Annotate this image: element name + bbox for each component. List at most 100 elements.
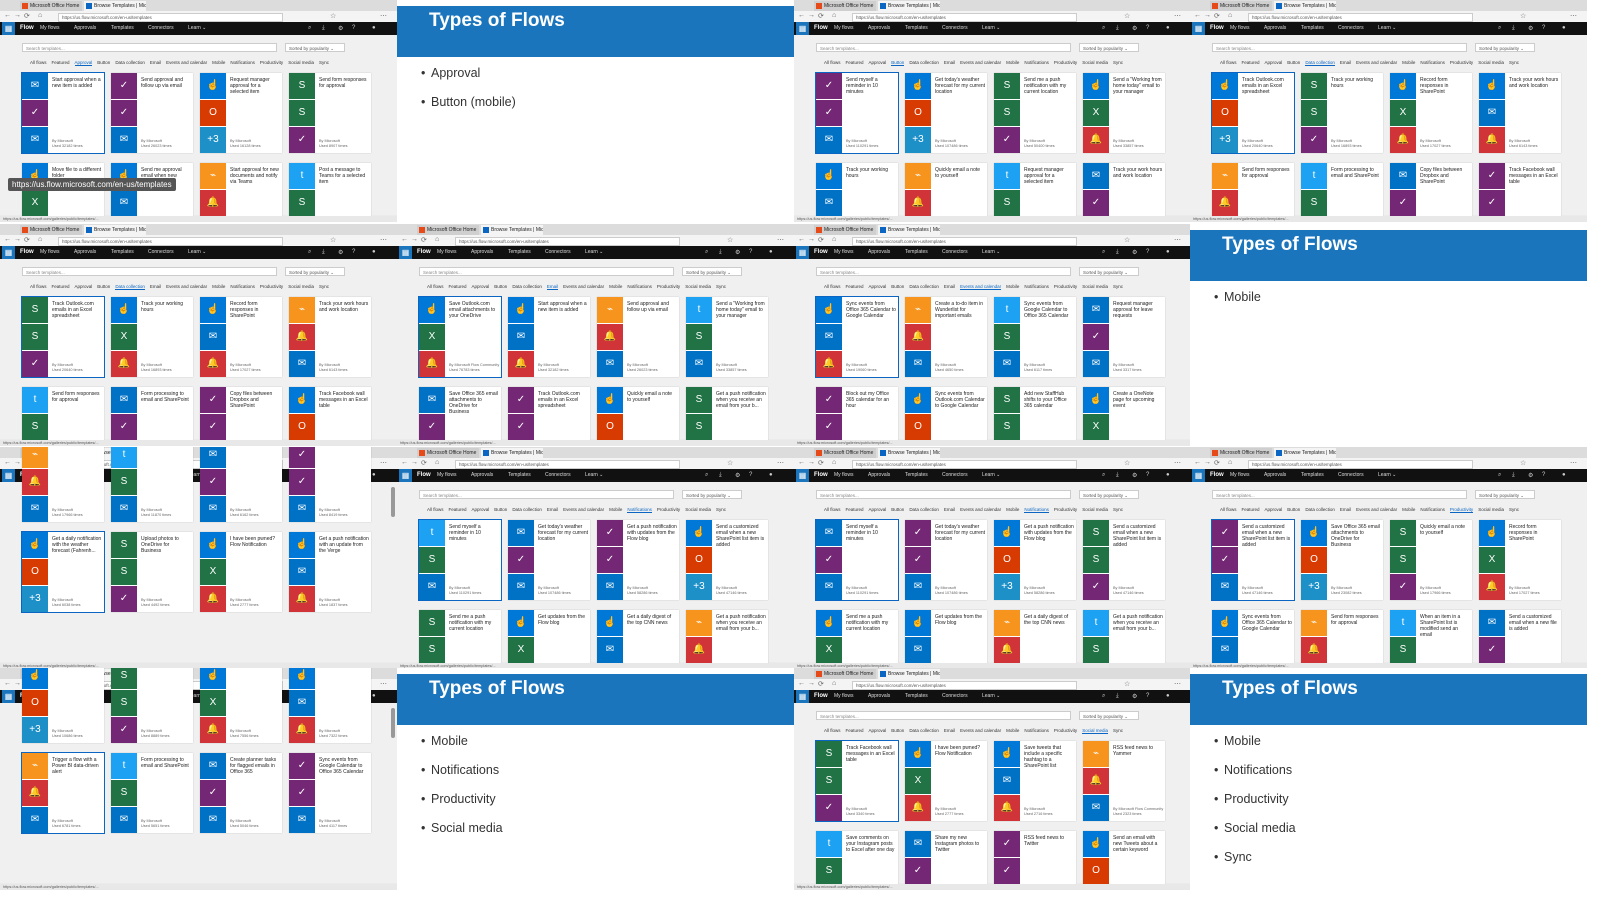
category-tab[interactable]: Approval bbox=[471, 507, 490, 512]
category-tab[interactable]: Social media bbox=[288, 60, 314, 65]
template-card[interactable]: ⌁ 🔔 ✉ Create a to-do item in Wunderlist for… bbox=[905, 297, 987, 377]
category-tab[interactable]: Notifications bbox=[230, 60, 255, 65]
template-card[interactable]: tS✉Get a push notification when you rece… bbox=[1083, 610, 1165, 669]
category-tab[interactable]: All flows bbox=[824, 60, 841, 65]
template-card[interactable]: ✉✓✉Save Office 365 email attachments to … bbox=[419, 387, 501, 446]
refresh-icon[interactable]: ⟳ bbox=[818, 13, 824, 20]
category-tab[interactable]: Social media bbox=[1082, 284, 1108, 289]
tab-browse-templates[interactable]: Browse Templates | Mic bbox=[1274, 448, 1336, 458]
template-search-input[interactable]: Search templates... bbox=[22, 267, 277, 276]
menu-icon[interactable]: ⋯ bbox=[380, 460, 387, 467]
favorites-icon[interactable]: ☆ bbox=[330, 237, 337, 244]
menu-icon[interactable]: ⋯ bbox=[380, 13, 387, 20]
category-tab[interactable]: Productivity bbox=[1053, 728, 1078, 733]
category-tab[interactable]: Data collection bbox=[909, 507, 939, 512]
template-card[interactable]: ☝ ✉ 🔔 By Microsoft Used 7322 times bbox=[289, 668, 371, 743]
template-card[interactable]: SS✓Add new StaffHub shifts to your Offic… bbox=[994, 387, 1076, 446]
download-icon[interactable]: ⤓ bbox=[1512, 472, 1515, 478]
back-icon[interactable]: ← bbox=[4, 12, 11, 19]
home-icon[interactable]: ⌂ bbox=[435, 236, 440, 243]
back-icon[interactable]: ← bbox=[4, 236, 11, 243]
template-card[interactable]: ⌁ 🔔 ✉ Send approval and follow up via email… bbox=[597, 297, 679, 377]
nav-approvals[interactable]: Approvals bbox=[868, 472, 891, 478]
category-tab[interactable]: Email bbox=[149, 284, 162, 289]
category-tab[interactable]: Events and calendar bbox=[563, 507, 605, 512]
category-tab[interactable]: Notifications bbox=[230, 284, 255, 289]
category-tab[interactable]: Mobile bbox=[212, 60, 226, 65]
template-search-input[interactable]: Search templates... bbox=[816, 43, 1071, 52]
app-launcher-icon[interactable]: ▦ bbox=[2, 246, 15, 259]
menu-icon[interactable]: ⋯ bbox=[380, 237, 387, 244]
template-card[interactable]: ☝ ✉ 🔔 Start approval when a new item is add… bbox=[508, 297, 590, 377]
help-icon[interactable]: ? bbox=[1146, 25, 1150, 31]
category-tab[interactable]: Button bbox=[97, 284, 111, 289]
tab-office-home[interactable]: Microsoft Office Home bbox=[20, 1, 82, 11]
template-search-input[interactable]: Search templates... bbox=[1212, 490, 1467, 499]
template-card[interactable]: ☝ O +3 Get a push notification with updates… bbox=[994, 520, 1076, 600]
template-card[interactable]: ✓✓✉Copy files between Dropbox and ShareP… bbox=[200, 387, 282, 446]
tab-browse-templates[interactable]: Browse Templates | Mic bbox=[481, 448, 543, 458]
nav-approvals[interactable]: Approvals bbox=[1264, 25, 1287, 31]
brand-flow[interactable]: Flow bbox=[1210, 472, 1224, 478]
app-launcher-icon[interactable]: ▦ bbox=[796, 690, 809, 703]
template-card[interactable]: ☝ X 🔔 I have been pwned? Flow Notification B… bbox=[905, 741, 987, 821]
template-card[interactable]: ⌁🔔✉ Quickly email a note to yourself bbox=[905, 163, 987, 222]
category-tab[interactable]: Sync bbox=[715, 507, 726, 512]
category-tab[interactable]: Data collection bbox=[115, 284, 145, 290]
sort-dropdown[interactable]: Sorted by popularity ⌄ bbox=[682, 490, 742, 499]
category-tab[interactable]: Sync bbox=[318, 284, 329, 289]
category-tab[interactable]: Mobile bbox=[609, 507, 623, 512]
category-tab[interactable]: Email bbox=[1339, 507, 1352, 512]
menu-icon[interactable]: ⋯ bbox=[1570, 13, 1577, 20]
sort-dropdown[interactable]: Sorted by popularity ⌄ bbox=[1079, 267, 1139, 276]
category-tab[interactable]: Sync bbox=[1112, 728, 1123, 733]
settings-icon[interactable]: ⚙ bbox=[338, 250, 344, 256]
help-icon[interactable]: ? bbox=[352, 25, 356, 31]
url-field[interactable]: https://us.flow.microsoft.com/en-us/temp… bbox=[455, 460, 680, 469]
template-card[interactable]: ☝ X 🔔 Save Outlook.com email attachments to… bbox=[418, 296, 502, 378]
category-tab[interactable]: Data collection bbox=[1305, 60, 1335, 66]
template-card[interactable]: ✉ ✓ ✉ Start approval when a new item is add… bbox=[21, 72, 105, 154]
category-tab[interactable]: Mobile bbox=[609, 284, 623, 289]
template-card[interactable]: t S ✉ Send a "Working from home today" emai… bbox=[686, 297, 768, 377]
category-tab[interactable]: Productivity bbox=[656, 507, 681, 512]
url-field[interactable]: https://us.flow.microsoft.com/en-us/temp… bbox=[455, 237, 680, 246]
category-tab[interactable]: Sync bbox=[318, 60, 329, 65]
template-card[interactable]: ✉ ✓ ✉ Send myself a reminder in 10 minutes B… bbox=[815, 519, 899, 601]
category-tab[interactable]: Featured bbox=[845, 507, 864, 512]
template-card[interactable]: ✉ ✓ ✉ By Microsoft Used 6162 times bbox=[200, 447, 282, 522]
favorites-icon[interactable]: ☆ bbox=[1124, 460, 1131, 467]
category-tab[interactable]: Events and calendar bbox=[166, 60, 208, 65]
sort-dropdown[interactable]: Sorted by popularity ⌄ bbox=[1079, 490, 1139, 499]
tab-browse-templates[interactable]: Browse Templates | Mic bbox=[1274, 1, 1336, 11]
category-tab[interactable]: Social media bbox=[1082, 728, 1108, 734]
template-card[interactable]: ✓ ✓ ✉ By Microsoft Used 8419 times bbox=[289, 447, 371, 522]
home-icon[interactable]: ⌂ bbox=[832, 12, 837, 19]
menu-icon[interactable]: ⋯ bbox=[777, 237, 784, 244]
nav-my-flows[interactable]: My flows bbox=[834, 249, 854, 255]
help-icon[interactable]: ? bbox=[1146, 249, 1150, 255]
avatar[interactable]: ● bbox=[769, 472, 773, 478]
download-icon[interactable]: ⤓ bbox=[1116, 472, 1119, 478]
download-icon[interactable]: ⤓ bbox=[719, 249, 722, 255]
category-tab[interactable]: Events and calendar bbox=[166, 284, 208, 289]
help-icon[interactable]: ? bbox=[1542, 472, 1546, 478]
category-tab[interactable]: Featured bbox=[1241, 507, 1260, 512]
category-tab[interactable]: Productivity bbox=[259, 284, 284, 289]
category-tab[interactable]: Events and calendar bbox=[960, 728, 1002, 733]
favorites-icon[interactable]: ☆ bbox=[330, 13, 337, 20]
favorites-icon[interactable]: ☆ bbox=[1520, 460, 1527, 467]
template-card[interactable]: tS✉ Form processing to email and SharePoi… bbox=[1301, 163, 1383, 222]
brand-flow[interactable]: Flow bbox=[814, 693, 828, 699]
category-tab[interactable]: Data collection bbox=[1305, 507, 1335, 512]
menu-icon[interactable]: ⋯ bbox=[1174, 13, 1181, 20]
back-icon[interactable]: ← bbox=[798, 12, 805, 19]
category-tab[interactable]: Approval bbox=[74, 60, 93, 66]
avatar[interactable]: ● bbox=[1166, 472, 1170, 478]
category-tab[interactable]: Productivity bbox=[1053, 507, 1078, 512]
nav-connectors[interactable]: Connectors bbox=[148, 249, 174, 255]
template-card[interactable]: ☝ X 🔔 Track your working hours By Microsoft … bbox=[111, 297, 193, 377]
template-card[interactable]: ⌁🔔✉ Get a daily digest of the top CNN new… bbox=[994, 610, 1076, 669]
home-icon[interactable]: ⌂ bbox=[832, 680, 837, 687]
category-tab[interactable]: Featured bbox=[845, 284, 864, 289]
